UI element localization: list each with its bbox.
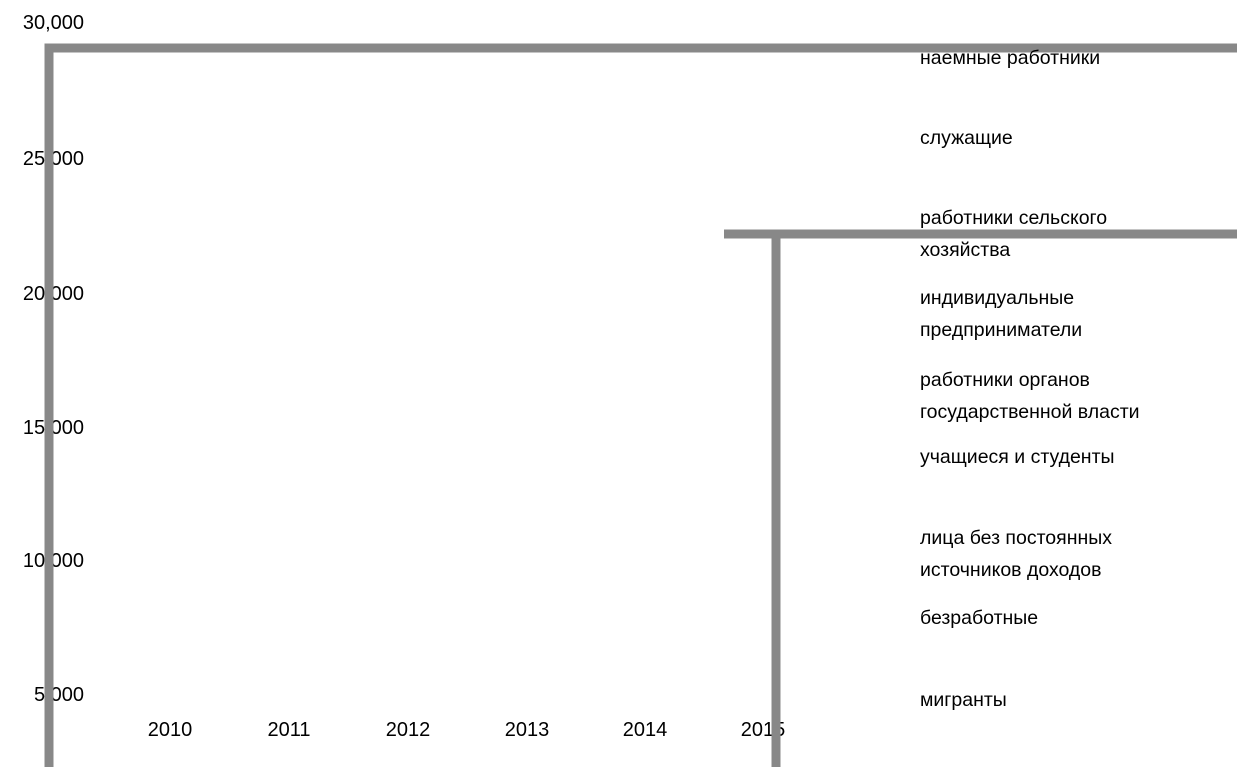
frame-lines [44, 43, 1237, 767]
legend-label: служащие [920, 127, 1013, 149]
legend-label: безработные [920, 607, 1039, 629]
legend-label: наемные работники [920, 47, 1101, 69]
x-tick-label: 2012 [386, 719, 431, 741]
x-axis: 2010 2011 2012 2013 2014 2015 [148, 719, 786, 741]
legend-label: работники сельского хозяйства [920, 207, 1108, 261]
legend-label: индивидуальные предприниматели [920, 287, 1083, 341]
legend-label: работники органов государственной власти [920, 369, 1140, 423]
y-tick-label: 5,000 [34, 684, 84, 706]
outer-frame-line [44, 43, 1237, 767]
x-tick-label: 2013 [505, 719, 550, 741]
x-tick-label: 2014 [623, 719, 668, 741]
x-tick-label: 2011 [267, 719, 310, 741]
legend-label: лица без постоянных источников доходов [920, 527, 1113, 581]
x-tick-label: 2010 [148, 719, 193, 741]
y-tick-label: 30,000 [23, 12, 84, 34]
legend-label: учащиеся и студенты [920, 446, 1115, 468]
legend-mask [910, 40, 1237, 52]
legend-label: мигранты [920, 689, 1007, 711]
